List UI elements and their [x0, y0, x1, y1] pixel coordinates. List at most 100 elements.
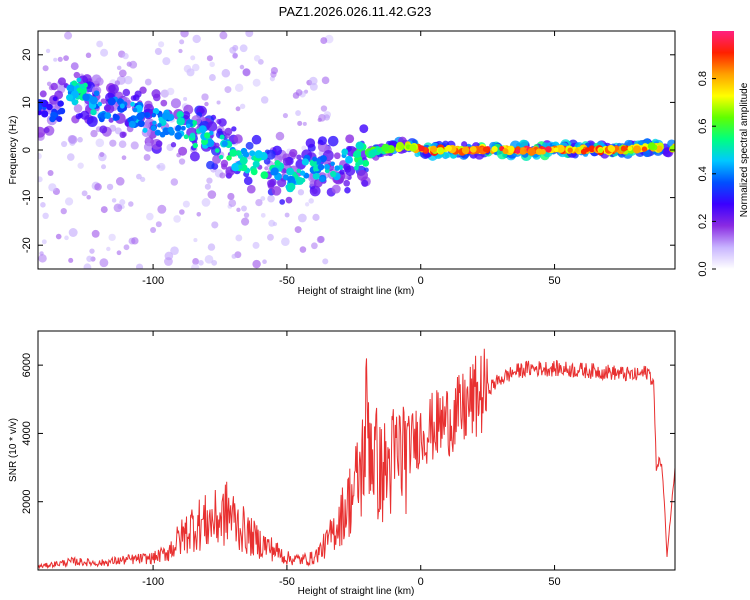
spectrogram-cell	[179, 209, 185, 215]
spectrogram-cell	[574, 148, 580, 153]
spectrogram-cell	[136, 112, 145, 121]
spectrogram-cell	[535, 148, 543, 155]
spectrogram-cell	[119, 199, 126, 206]
spectrogram-cell	[100, 98, 107, 104]
spectrogram-cell	[71, 80, 78, 87]
spectrogram-cell	[270, 66, 278, 75]
spectrogram-cell	[330, 170, 337, 178]
spectrogram-cell	[655, 145, 663, 153]
spectrogram-cell	[83, 263, 92, 269]
spectrogram-cell	[166, 87, 175, 96]
spectrogram-cell	[77, 112, 83, 118]
spectrogram-cell	[321, 76, 330, 85]
spectrogram-cell	[296, 177, 304, 185]
spectrogram-cell	[235, 234, 243, 242]
spectrogram-cell	[137, 120, 145, 128]
spectrogram-cell	[233, 134, 243, 144]
spectrogram-cell	[274, 160, 281, 166]
spectrogram-cell	[46, 81, 52, 87]
spectrogram-cell	[296, 154, 302, 160]
spectrogram-cell	[359, 124, 369, 134]
spectrogram-cell	[339, 169, 345, 175]
spectrogram-cell	[77, 162, 84, 169]
spectrogram-cell	[94, 183, 102, 191]
spectrogram-cell	[174, 131, 183, 140]
spectrogram-cell	[100, 48, 109, 57]
spectrogram-cell	[128, 201, 134, 207]
spectrogram-cell	[158, 116, 164, 122]
spectrogram-marks	[38, 31, 675, 269]
spectrogram-cell	[209, 130, 214, 136]
spectrogram-cell	[260, 212, 266, 218]
spectrogram-cell	[152, 120, 157, 126]
spectrogram-x-axis-label: Height of straight line (km)	[298, 286, 415, 297]
spectrogram-x-ticks: -100 -50 0 50	[142, 31, 561, 287]
spectrogram-cell	[482, 146, 489, 153]
spectrogram-cell	[299, 170, 306, 176]
spectrogram-cell	[245, 31, 254, 38]
y-tick-label: 6000	[21, 353, 33, 377]
spectrogram-cell	[119, 103, 125, 109]
spectrogram-cell	[239, 64, 245, 70]
spectrogram-cell	[109, 139, 117, 147]
spectrogram-cell	[191, 263, 200, 269]
spectrogram-cell	[90, 129, 98, 138]
snr-x-axis-label: Height of straight line (km)	[298, 586, 415, 597]
spectrogram-cell	[86, 255, 93, 262]
spectrogram-cell	[461, 146, 470, 155]
colorbar: 0.0 0.2 0.4 0.6 0.8 Normalized spectral ampl…	[697, 31, 750, 277]
spectrogram-cell	[491, 146, 498, 153]
spectrogram-cell	[345, 155, 353, 164]
spectrogram-cell	[160, 165, 165, 170]
spectrogram-cell	[252, 78, 261, 87]
spectrogram-cell	[430, 145, 438, 153]
spectrogram-cell	[41, 110, 49, 118]
spectrogram-cell	[305, 138, 316, 148]
spectrogram-cell	[68, 228, 78, 237]
spectrogram-cell	[68, 257, 74, 263]
spectrogram-cell	[260, 171, 269, 180]
spectrogram-cell	[189, 132, 196, 139]
spectrogram-cell	[221, 163, 228, 170]
colorbar-tick-label: 0.2	[697, 214, 709, 229]
spectrogram-cell	[218, 118, 227, 127]
spectrogram-cell	[190, 55, 196, 61]
spectrogram-cell	[115, 177, 125, 186]
spectrogram-cell	[136, 173, 142, 180]
spectrogram-cell	[207, 190, 217, 199]
spectrogram-cell	[312, 156, 318, 162]
spectrogram-cell	[183, 64, 192, 73]
spectrogram-cell	[193, 238, 198, 243]
spectrogram-cell	[73, 71, 81, 79]
spectrogram-cell	[158, 41, 165, 48]
spectrogram-cell	[236, 207, 241, 213]
spectrogram-cell	[221, 140, 228, 147]
spectrogram-cell	[201, 198, 211, 207]
spectrogram-cell	[176, 117, 185, 126]
spectrogram-cell	[345, 134, 355, 144]
spectrogram-cell	[42, 65, 49, 72]
spectrogram-cell	[308, 76, 318, 86]
spectrogram-cell	[218, 154, 224, 160]
spectrogram-cell	[189, 151, 200, 162]
spectrogram-cell	[341, 148, 349, 156]
spectrogram-cell	[361, 179, 369, 187]
colorbar-tick-label: 0.8	[697, 71, 709, 86]
spectrogram-cell	[608, 145, 616, 153]
spectrogram-cell	[553, 147, 559, 153]
spectrogram-cell	[353, 150, 362, 158]
spectrogram-cell	[515, 149, 521, 154]
spectrogram-cell	[219, 172, 226, 179]
spectrogram-cell	[185, 123, 191, 129]
spectrogram-cell	[567, 147, 573, 153]
spectrogram-cell	[123, 244, 130, 251]
spectrogram-cell	[170, 178, 179, 186]
spectrogram-cell	[60, 207, 67, 215]
spectrogram-cell	[207, 243, 216, 251]
spectrogram-cell	[228, 199, 237, 207]
spectrogram-cell	[38, 176, 43, 183]
spectrogram-cell	[647, 142, 656, 150]
spectrogram-cell	[267, 179, 276, 188]
spectrogram-cell	[323, 114, 330, 121]
spectrogram-cell	[368, 150, 377, 158]
